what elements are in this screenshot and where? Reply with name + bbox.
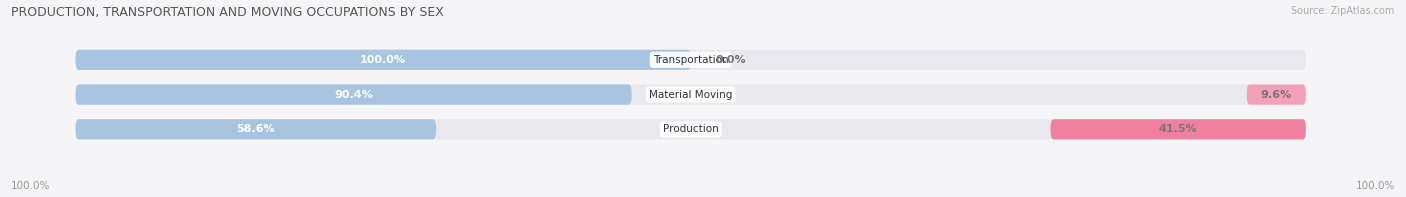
Text: 100.0%: 100.0% [11, 181, 51, 191]
Text: Production: Production [662, 124, 718, 134]
Text: Source: ZipAtlas.com: Source: ZipAtlas.com [1291, 6, 1395, 16]
FancyBboxPatch shape [76, 119, 1306, 139]
Text: 0.0%: 0.0% [716, 55, 747, 65]
FancyBboxPatch shape [76, 119, 436, 139]
Text: Transportation: Transportation [652, 55, 728, 65]
FancyBboxPatch shape [76, 85, 631, 105]
Text: 100.0%: 100.0% [360, 55, 406, 65]
Text: 100.0%: 100.0% [1355, 181, 1395, 191]
Text: 58.6%: 58.6% [236, 124, 276, 134]
Text: 41.5%: 41.5% [1159, 124, 1198, 134]
Text: Material Moving: Material Moving [650, 90, 733, 99]
FancyBboxPatch shape [1050, 119, 1306, 139]
Text: 9.6%: 9.6% [1261, 90, 1292, 99]
Text: PRODUCTION, TRANSPORTATION AND MOVING OCCUPATIONS BY SEX: PRODUCTION, TRANSPORTATION AND MOVING OC… [11, 6, 444, 19]
FancyBboxPatch shape [76, 50, 690, 70]
Text: 90.4%: 90.4% [335, 90, 373, 99]
FancyBboxPatch shape [76, 50, 1306, 70]
FancyBboxPatch shape [76, 85, 1306, 105]
FancyBboxPatch shape [1247, 85, 1306, 105]
